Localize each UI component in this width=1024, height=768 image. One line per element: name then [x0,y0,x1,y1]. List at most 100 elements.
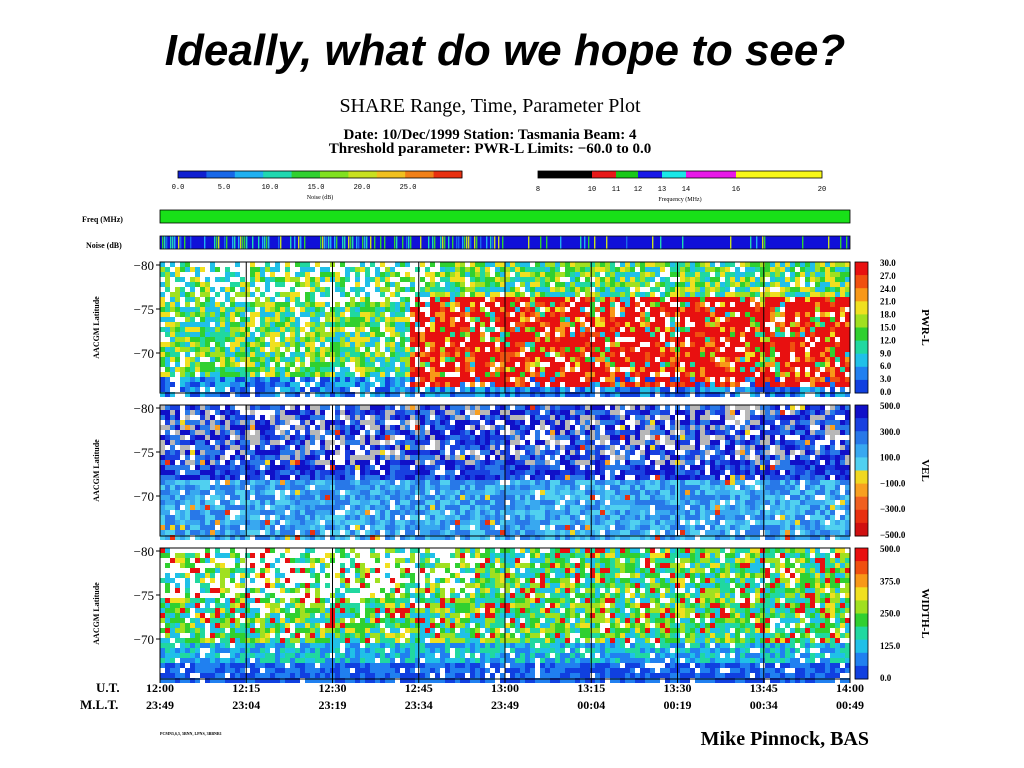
data-cell [555,435,560,440]
data-cell [665,382,670,387]
data-cell [605,337,610,342]
data-cell [685,277,690,282]
data-cell [295,292,300,297]
data-cell [460,332,465,337]
data-cell [365,470,370,475]
data-cell [275,445,280,450]
noise-strip-segment [682,236,684,249]
data-cell [685,372,690,377]
data-cell [545,405,550,410]
data-cell [670,415,675,420]
data-cell [240,322,245,327]
data-cell [830,387,835,392]
data-cell [455,425,460,430]
data-cell [365,460,370,465]
data-cell [635,352,640,357]
data-cell [450,307,455,312]
data-cell [590,450,595,455]
data-cell [185,327,190,332]
data-cell [475,377,480,382]
data-cell [830,450,835,455]
data-cell [480,460,485,465]
data-cell [415,425,420,430]
data-cell [700,272,705,277]
noise-strip-segment [458,236,460,249]
data-cell [445,410,450,415]
data-cell [470,272,475,277]
data-cell [410,415,415,420]
data-cell [835,312,840,317]
data-cell [525,332,530,337]
data-cell [175,440,180,445]
data-cell [395,367,400,372]
data-cell [195,342,200,347]
data-cell [610,405,615,410]
panel-colorbar-swatch [855,366,868,381]
data-cell [365,272,370,277]
data-cell [585,465,590,470]
data-cell [565,322,570,327]
data-cell [245,405,250,410]
data-cell [565,392,570,397]
data-cell [710,382,715,387]
data-cell [690,327,695,332]
data-cell [275,322,280,327]
data-cell [470,410,475,415]
data-cell [800,470,805,475]
data-cell [210,445,215,450]
data-cell [520,420,525,425]
data-cell [360,372,365,377]
data-cell [735,267,740,272]
data-cell [360,267,365,272]
data-cell [355,455,360,460]
data-cell [670,297,675,302]
data-cell [770,347,775,352]
data-cell [355,430,360,435]
data-cell [585,327,590,332]
data-cell [355,302,360,307]
data-cell [390,460,395,465]
data-cell [220,337,225,342]
data-cell [385,362,390,367]
data-cell [495,262,500,267]
noise-strip-segment [452,236,454,249]
data-cell [680,337,685,342]
data-cell [385,347,390,352]
data-cell [500,440,505,445]
data-cell [820,352,825,357]
data-cell [450,312,455,317]
data-cell [310,377,315,382]
data-cell [270,430,275,435]
data-cell [285,267,290,272]
data-cell [195,307,200,312]
data-cell [580,405,585,410]
data-cell [845,347,850,352]
noise-strip-segment [334,236,336,249]
noise-strip-segment [580,236,582,249]
data-cell [250,465,255,470]
data-cell [470,307,475,312]
data-cell [800,297,805,302]
data-cell [190,282,195,287]
data-cell [795,307,800,312]
data-cell [630,465,635,470]
data-cell [830,367,835,372]
data-cell [465,367,470,372]
data-cell [255,287,260,292]
data-cell [825,287,830,292]
data-cell [780,357,785,362]
data-cell [315,347,320,352]
data-cell [845,392,850,397]
data-cell [405,470,410,475]
data-cell [200,425,205,430]
data-cell [440,420,445,425]
data-cell [195,450,200,455]
data-cell [375,332,380,337]
data-cell [220,352,225,357]
data-cell [365,302,370,307]
data-cell [820,450,825,455]
data-cell [550,292,555,297]
data-cell [160,392,165,397]
data-cell [570,450,575,455]
data-cell [785,347,790,352]
